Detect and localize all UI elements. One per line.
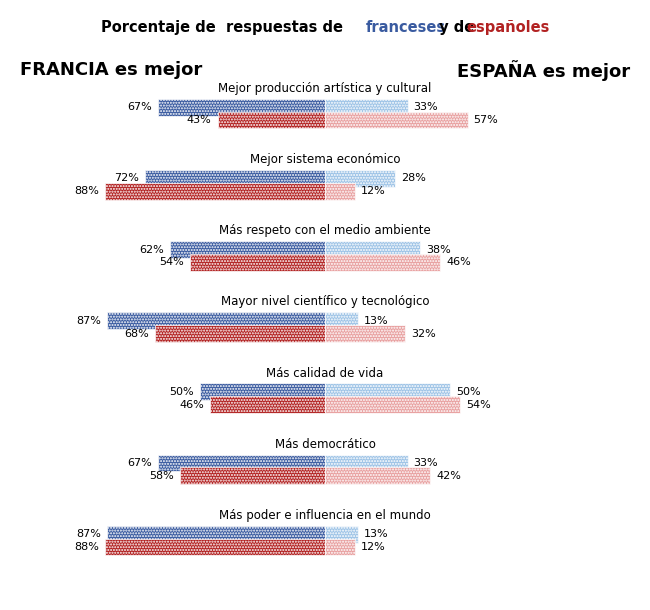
Bar bbox=[157, 99, 325, 116]
Text: 38%: 38% bbox=[426, 245, 450, 254]
Text: 88%: 88% bbox=[74, 186, 99, 196]
Text: 87%: 87% bbox=[77, 529, 101, 539]
Text: 42%: 42% bbox=[436, 471, 461, 481]
Bar bbox=[107, 526, 325, 543]
Text: 12%: 12% bbox=[361, 186, 385, 196]
Text: 54%: 54% bbox=[159, 257, 184, 267]
Text: 72%: 72% bbox=[114, 173, 139, 184]
Bar bbox=[170, 241, 325, 258]
Text: 67%: 67% bbox=[127, 102, 151, 112]
Bar bbox=[325, 325, 405, 342]
Text: 33%: 33% bbox=[413, 458, 438, 468]
Text: Más respeto con el medio ambiente: Más respeto con el medio ambiente bbox=[219, 224, 431, 237]
Text: 54%: 54% bbox=[466, 400, 491, 410]
Text: 62%: 62% bbox=[139, 245, 164, 254]
Text: Mejor producción artística y cultural: Mejor producción artística y cultural bbox=[218, 82, 432, 95]
Text: Más poder e influencia en el mundo: Más poder e influencia en el mundo bbox=[219, 509, 431, 522]
Text: 57%: 57% bbox=[473, 115, 499, 125]
Text: 12%: 12% bbox=[361, 542, 385, 552]
Bar bbox=[210, 396, 325, 413]
Bar bbox=[325, 312, 358, 329]
Text: 68%: 68% bbox=[124, 329, 149, 339]
Text: FRANCIA es mejor: FRANCIA es mejor bbox=[20, 61, 202, 79]
Text: 33%: 33% bbox=[413, 102, 438, 112]
Text: ESPAÑA es mejor: ESPAÑA es mejor bbox=[457, 60, 630, 81]
Text: 50%: 50% bbox=[456, 387, 480, 397]
Bar bbox=[325, 241, 420, 258]
Bar bbox=[180, 467, 325, 484]
Text: 32%: 32% bbox=[411, 329, 436, 339]
Text: 58%: 58% bbox=[150, 471, 174, 481]
Bar bbox=[325, 396, 460, 413]
Bar bbox=[325, 183, 355, 199]
Bar bbox=[105, 183, 325, 199]
Text: Mejor sistema económico: Mejor sistema económico bbox=[250, 153, 400, 166]
Bar bbox=[155, 325, 325, 342]
Bar bbox=[218, 112, 325, 129]
Text: Porcentaje de  respuestas de: Porcentaje de respuestas de bbox=[101, 20, 348, 35]
Text: Más democrático: Más democrático bbox=[274, 438, 376, 451]
Text: 28%: 28% bbox=[401, 173, 426, 184]
Bar bbox=[325, 254, 440, 271]
Bar bbox=[325, 99, 408, 116]
Bar bbox=[325, 384, 450, 400]
Text: 13%: 13% bbox=[363, 316, 388, 326]
Text: 46%: 46% bbox=[179, 400, 204, 410]
Text: 87%: 87% bbox=[77, 316, 101, 326]
Bar bbox=[107, 312, 325, 329]
Bar bbox=[325, 539, 355, 556]
Text: Más calidad de vida: Más calidad de vida bbox=[266, 367, 384, 379]
Text: 43%: 43% bbox=[187, 115, 211, 125]
Bar bbox=[157, 454, 325, 472]
Text: y de: y de bbox=[434, 20, 480, 35]
Bar bbox=[190, 254, 325, 271]
Text: 46%: 46% bbox=[446, 257, 471, 267]
Bar bbox=[200, 384, 325, 400]
Bar bbox=[145, 170, 325, 187]
Bar bbox=[325, 454, 408, 472]
Text: 67%: 67% bbox=[127, 458, 151, 468]
Bar bbox=[105, 539, 325, 556]
Text: 13%: 13% bbox=[363, 529, 388, 539]
Text: españoles: españoles bbox=[467, 20, 550, 35]
Bar bbox=[325, 526, 358, 543]
Text: 50%: 50% bbox=[170, 387, 194, 397]
Bar bbox=[325, 170, 395, 187]
Bar bbox=[325, 112, 467, 129]
Text: Mayor nivel científico y tecnológico: Mayor nivel científico y tecnológico bbox=[221, 295, 429, 308]
Text: franceses: franceses bbox=[366, 20, 446, 35]
Text: 88%: 88% bbox=[74, 542, 99, 552]
Bar bbox=[325, 467, 430, 484]
